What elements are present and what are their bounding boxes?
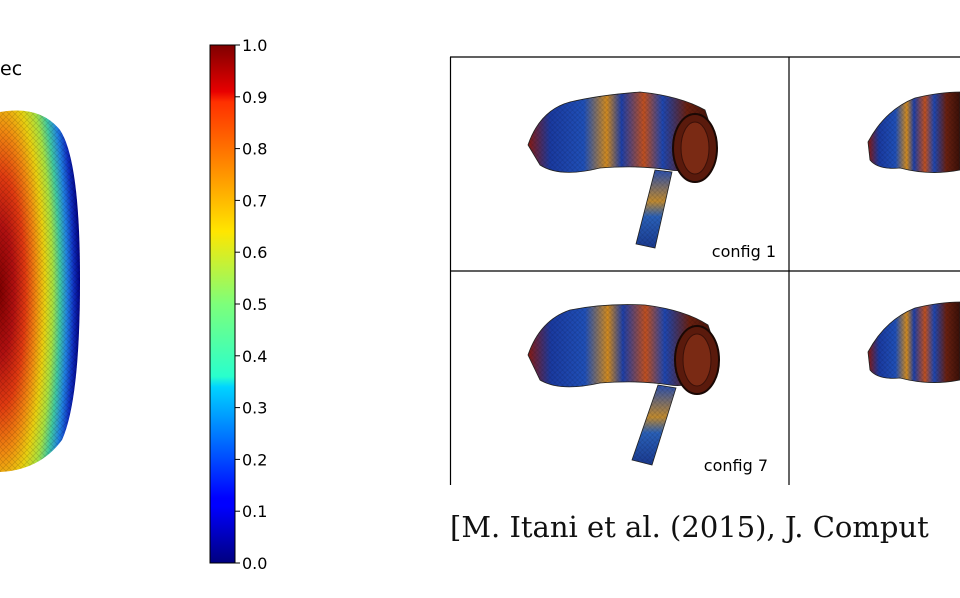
panel-label-config-7: config 7 bbox=[704, 456, 768, 475]
colorbar-tick-label: 0.7 bbox=[242, 191, 267, 210]
colorbar: 1.0 0.9 0.8 0.7 0.6 0.5 0.4 0.3 0.2 0.1 0.0 bbox=[209, 36, 267, 573]
colorbar-tick-label: 0.6 bbox=[242, 243, 267, 262]
vessel-config-2-partial bbox=[867, 91, 960, 173]
colorbar-gradient bbox=[209, 44, 236, 564]
colorbar-tick-label: 0.4 bbox=[242, 347, 267, 366]
panel-label-config-1: config 1 bbox=[712, 242, 776, 261]
citation-text: [M. Itani et al. (2015), J. Comput bbox=[450, 510, 929, 544]
vessel-config-1 bbox=[527, 91, 718, 249]
colorbar-tick-label: 1.0 bbox=[242, 36, 267, 55]
colorbar-tick-label: 0.8 bbox=[242, 140, 267, 159]
colorbar-tick-label: 0.3 bbox=[242, 399, 267, 418]
colorbar-tick-label: 0.5 bbox=[242, 295, 267, 314]
vessel-config-7 bbox=[527, 304, 720, 466]
colorbar-tick-label: 0.9 bbox=[242, 88, 267, 107]
colorbar-tick-label: 0.0 bbox=[242, 554, 267, 573]
left-partial-label: ec bbox=[0, 58, 23, 80]
vessel-config-8-partial bbox=[867, 301, 960, 383]
colorbar-tick-label: 0.1 bbox=[242, 502, 267, 521]
colorbar-tick-label: 0.2 bbox=[242, 450, 267, 469]
